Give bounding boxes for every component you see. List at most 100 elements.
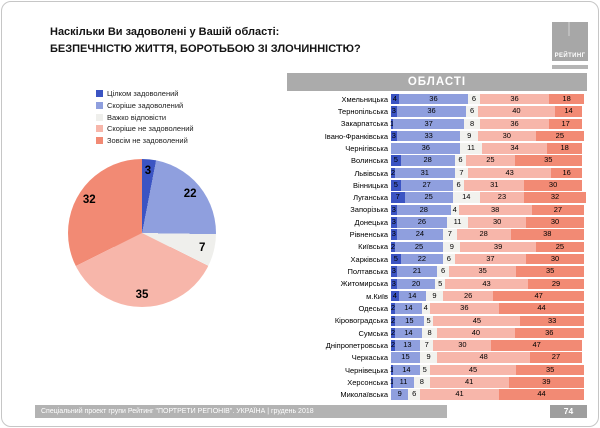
bar-value-label: 5 [393,180,398,190]
bar-segment: 3 [391,217,397,228]
bar-segment: 6 [437,266,449,277]
bar-value-label: 35 [478,266,487,276]
bar-segment: 3 [391,106,397,117]
bar-track: 3 24 7 28 38 [391,229,584,240]
legend-label: Важко відповісти [107,112,167,122]
bar-segment: 23 [479,192,525,203]
bar-row: Чернігівська 36 11 34 18 [287,142,587,154]
bar-segment: 25 [466,155,515,166]
bar-segment: 13 [394,340,420,351]
bar-segment: 1 [390,364,394,376]
bar-value-label: 7 [447,229,452,239]
bar-segment: 1 [390,377,394,388]
bar-value-label: 1 [390,377,394,388]
bar-segment: 2 [391,303,395,314]
bar-value-label: 21 [412,266,422,276]
bar-value-label: 47 [532,340,541,350]
bar-value-label: 18 [562,93,571,103]
regions-header: ОБЛАСТІ [287,73,587,91]
legend-item: Скоріше задоволений [96,100,194,112]
bar-track: 4 36 6 36 18 [391,93,584,105]
bar-segment: 9 [443,241,461,253]
bar-value-label: 11 [453,217,462,227]
bar-segment: 30 [477,130,536,142]
bar-value-label: 23 [497,192,507,202]
region-label: Вінницька [353,180,388,190]
bar-segment: 37 [392,118,465,130]
bar-row: Закарпатська1 37 8 36 17 [287,118,587,130]
bar-segment: 36 [479,93,550,105]
bar-track: 11184139 [390,377,584,388]
bar-value-label: 5 [393,253,398,263]
bar-segment: 18 [549,93,584,105]
bar-segment: 15 [391,352,420,363]
bar-segment: 39 [508,377,584,388]
bar-value-label: 9 [467,130,472,140]
bar-segment: 2 [391,241,395,253]
bar-track: 2 14 4 36 44 [391,303,584,314]
bar-value-label: 16 [562,167,571,177]
bar-row: Луганська 7 25 14 23 32 [287,192,587,204]
bar-segment: 36 [429,303,500,314]
bar-value-label: 27 [551,352,561,362]
bar-value-label: 14 [564,106,573,116]
bar-segment: 5 [391,253,401,265]
bar-value-label: 9 [432,290,437,300]
bar-value-label: 33 [424,130,433,140]
bar-segment: 15 [394,315,424,327]
bar-track: 5 22 6 37 30 [391,253,584,265]
bar-segment: 16 [551,167,583,179]
bar-row: Кіровоградська 2 15 5 45 33 [287,315,587,327]
legend-color-chip [96,102,103,110]
bar-segment: 5 [423,315,434,327]
legend-item: Важко відповісти [96,111,194,123]
region-label: Житомирська [340,279,388,289]
bar-value-label: 43 [505,167,514,177]
bar-value-label: 31 [420,167,429,177]
bar-chart-rows: Хмельницька 4 36 6 36 18 Тернопільська 3 36 6 40 14… [287,93,587,401]
bar-value-label: 9 [449,241,454,251]
bar-segment: 9 [460,130,478,142]
bar-segment: 6 [408,389,420,400]
bar-segment: 38 [458,204,532,216]
bar-segment: 4 [450,204,459,216]
bar-segment: 6 [452,180,465,191]
bar-value-label: 47 [534,290,543,300]
pie-value-label: 3 [144,165,152,178]
region-label: Харківська [350,254,388,264]
bar-value-label: 14 [408,290,417,300]
bar-value-label: 28 [423,155,432,165]
bar-segment: 3 [391,204,397,216]
bar-segment: 14 [555,106,583,117]
region-label: Миколаївська [340,390,388,400]
bar-value-label: 4 [392,290,397,300]
region-label: Запорізька [350,205,388,215]
bar-segment: 8 [464,118,480,130]
bar-value-label: 36 [545,327,554,337]
bar-segment: 40 [437,327,515,339]
bar-value-label: 4 [392,93,397,103]
bar-segment: 5 [391,180,401,191]
logo-notch [568,22,570,36]
bar-value-label: 2 [390,303,396,313]
bar-segment: 45 [429,364,517,376]
bar-segment: 28 [400,155,455,166]
bar-segment: 36 [396,106,467,117]
bar-row: Черкаська 15 9 48 27 [287,352,587,364]
bar-segment: 18 [547,143,583,154]
bar-value-label: 30 [550,253,560,263]
bar-segment: 47 [493,290,584,302]
bar-value-label: 38 [491,204,500,214]
bar-row: Житомирська 3 20 5 43 29 [287,278,587,290]
bar-segment: 38 [510,229,584,240]
bar-value-label: 37 [486,253,495,263]
region-label: Закарпатська [340,119,388,129]
bar-value-label: 6 [412,389,417,399]
bar-value-label: 14 [402,364,411,374]
bar-segment: 9 [391,389,409,400]
bar-track: 4 14 9 26 47 [391,290,584,302]
bar-track: 3 36 6 40 14 [391,106,583,117]
bar-value-label: 24 [415,229,425,239]
bar-value-label: 35 [546,364,555,374]
